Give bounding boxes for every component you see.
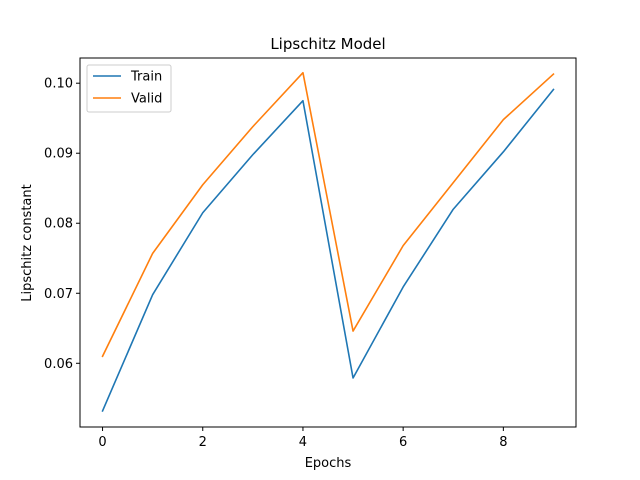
x-axis-ticks: 0 2 4 6 8 [98, 427, 507, 450]
y-tick-label: 0.06 [44, 357, 73, 372]
x-tick-label: 2 [199, 435, 207, 450]
x-axis-label: Epochs [305, 456, 352, 471]
y-tick-label: 0.08 [44, 217, 73, 232]
x-tick-label: 6 [399, 435, 407, 450]
y-tick-label: 0.07 [44, 287, 73, 302]
series-line-train [101, 88, 555, 412]
chart-title: Lipschitz Model [270, 35, 385, 53]
legend-label-train: Train [130, 70, 162, 85]
x-tick-label: 4 [299, 435, 307, 450]
x-tick-label: 8 [499, 435, 507, 450]
legend-label-valid: Valid [131, 92, 162, 107]
plot-frame [79, 57, 577, 428]
y-tick-label: 0.09 [44, 147, 73, 162]
y-axis-label: Lipschitz constant [20, 184, 35, 301]
y-tick-label: 0.10 [44, 77, 73, 92]
series-line-valid [101, 71, 555, 358]
x-tick-label: 0 [98, 435, 106, 450]
legend: Train Valid [86, 64, 172, 113]
y-axis-ticks: 0.06 0.07 0.08 0.09 0.10 [44, 77, 80, 372]
series-lines [101, 71, 555, 412]
